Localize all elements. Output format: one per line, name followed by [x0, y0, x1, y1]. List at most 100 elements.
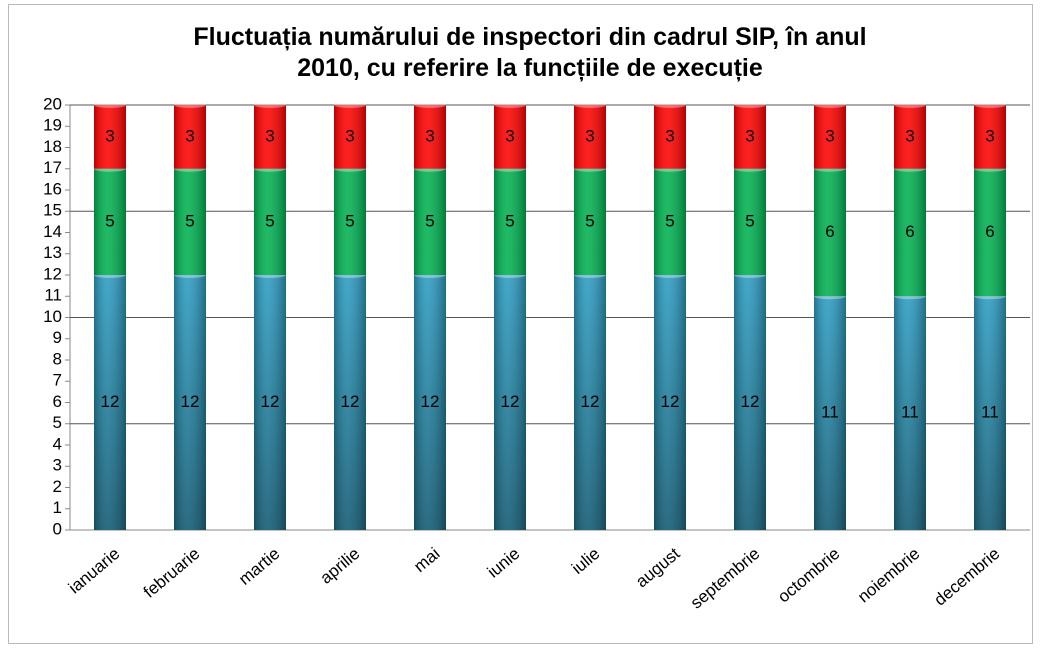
bar-shade	[894, 168, 926, 297]
data-label: 12	[341, 392, 360, 411]
x-tick-label: ianuarie	[65, 544, 124, 597]
bar-shade	[654, 168, 686, 275]
bar-shade	[94, 275, 126, 530]
y-tick-label: 12	[43, 264, 62, 283]
data-label: 11	[901, 403, 919, 422]
y-tick-label: 11	[44, 286, 62, 305]
data-label: 12	[741, 392, 760, 411]
bar-shade	[894, 105, 926, 169]
bar-shade	[334, 275, 366, 530]
y-tick-label: 17	[43, 158, 62, 177]
bar-cap	[414, 102, 446, 108]
bar-cap	[574, 102, 606, 108]
data-label: 11	[981, 403, 999, 422]
y-tick-label: 4	[53, 434, 62, 453]
data-label: 3	[745, 126, 754, 145]
y-tick-label: 5	[53, 413, 62, 432]
bar-shade	[734, 168, 766, 275]
x-tick-label: februarie	[140, 544, 204, 602]
data-label: 12	[261, 392, 280, 411]
data-label: 3	[425, 126, 434, 145]
y-tick-label: 8	[53, 349, 62, 368]
bar-shade	[494, 168, 526, 275]
bar-shade	[174, 105, 206, 169]
y-tick-label: 6	[53, 392, 62, 411]
data-label: 3	[905, 126, 914, 145]
data-label: 5	[265, 211, 274, 230]
bar-shade	[974, 105, 1006, 169]
data-label: 3	[185, 126, 194, 145]
bar-shade	[814, 296, 846, 530]
y-tick-label: 3	[53, 456, 62, 475]
data-label: 5	[745, 211, 754, 230]
bar-shade	[254, 105, 286, 169]
bar-shade	[334, 168, 366, 275]
bar-shade	[654, 275, 686, 530]
data-label: 3	[265, 126, 274, 145]
x-tick-label: august	[632, 544, 684, 592]
bar-shade	[894, 296, 926, 530]
bar-shade	[574, 275, 606, 530]
y-tick-label: 13	[43, 243, 62, 262]
data-label: 5	[505, 211, 514, 230]
bar-shade	[494, 275, 526, 530]
x-tick-label: noiembrie	[854, 544, 923, 607]
bar-shade	[734, 105, 766, 169]
bar-cap	[494, 102, 526, 108]
x-tick-label: decembrie	[930, 544, 1003, 610]
x-tick-label: iulie	[568, 544, 603, 578]
bar-shade	[974, 296, 1006, 530]
y-tick-label: 20	[43, 94, 62, 113]
y-tick-label: 18	[43, 137, 62, 156]
bar-shade	[414, 168, 446, 275]
x-tick-label: octombrie	[774, 544, 843, 607]
data-label: 6	[905, 222, 914, 241]
x-tick-label: aprilie	[316, 544, 363, 588]
y-tick-label: 1	[53, 498, 62, 517]
data-label: 5	[425, 211, 434, 230]
bar-shade	[814, 168, 846, 297]
bar-cap	[174, 102, 206, 108]
bar-cap	[734, 102, 766, 108]
chart-title: Fluctuația numărului de inspectori din c…	[193, 23, 867, 82]
bar-shade	[654, 105, 686, 169]
bar-shade	[254, 275, 286, 530]
y-tick-label: 15	[43, 201, 62, 220]
data-label: 3	[985, 126, 994, 145]
bar-cap	[254, 102, 286, 108]
y-tick-label: 9	[53, 328, 62, 347]
y-tick-label: 10	[43, 307, 62, 326]
x-tick-label: iunie	[484, 544, 524, 582]
bar-shade	[94, 105, 126, 169]
y-tick-label: 16	[43, 179, 62, 198]
bar-shade	[734, 275, 766, 530]
y-tick-label: 19	[43, 116, 62, 135]
x-tick-label: septembrie	[687, 544, 764, 613]
bar-cap	[334, 102, 366, 108]
bar-shade	[174, 275, 206, 530]
data-label: 3	[585, 126, 594, 145]
data-label: 5	[665, 211, 674, 230]
bar-shade	[574, 168, 606, 275]
data-label: 12	[101, 392, 120, 411]
bar-shade	[414, 275, 446, 530]
data-label: 3	[345, 126, 354, 145]
data-label: 3	[665, 126, 674, 145]
data-label: 12	[501, 392, 520, 411]
y-tick-label: 14	[43, 222, 62, 241]
data-label: 5	[585, 211, 594, 230]
bar-cap	[814, 102, 846, 108]
data-label: 5	[185, 211, 194, 230]
bar-shade	[974, 168, 1006, 297]
data-label: 12	[581, 392, 600, 411]
bar-shade	[494, 105, 526, 169]
data-label: 3	[825, 126, 834, 145]
data-label: 5	[105, 211, 114, 230]
data-label: 3	[505, 126, 514, 145]
bar-shade	[334, 105, 366, 169]
data-label: 12	[661, 392, 680, 411]
bar-shade	[94, 168, 126, 275]
y-tick-label: 2	[53, 477, 62, 496]
bar-cap	[974, 102, 1006, 108]
